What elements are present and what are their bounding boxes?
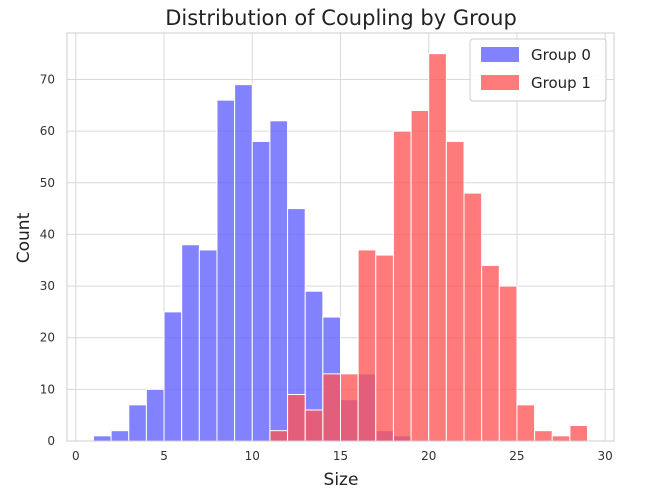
bar-group-0 [251, 140, 271, 442]
bar-group-0 [198, 249, 218, 442]
bar-group-0 [128, 404, 147, 442]
bar-group-1 [551, 435, 571, 442]
x-tick-label: 25 [509, 449, 524, 463]
bar-group-1 [357, 249, 377, 442]
legend-swatch-group-1 [481, 75, 519, 90]
bar-group-1 [304, 409, 324, 442]
y-tick-label: 60 [40, 124, 55, 138]
bar-group-1 [569, 425, 589, 442]
bar-group-1 [516, 404, 536, 442]
bar-group-1 [392, 130, 412, 442]
bar-group-0 [216, 99, 236, 442]
bar-group-1 [481, 264, 500, 442]
plot-area [66, 32, 615, 442]
x-tick-label: 10 [245, 449, 260, 463]
y-tick-label: 70 [40, 72, 55, 86]
bar-group-1 [375, 254, 394, 442]
y-tick-label: 0 [47, 434, 55, 448]
bar-group-0 [181, 244, 200, 442]
bar-group-1 [340, 373, 359, 442]
x-tick-label: 5 [160, 449, 168, 463]
y-tick-label: 50 [40, 176, 55, 190]
bar-group-1 [269, 430, 289, 442]
bar-group-1 [498, 285, 518, 442]
bar-group-0 [145, 388, 165, 442]
legend-label-group-0: Group 0 [531, 46, 591, 64]
bar-group-0 [163, 311, 183, 442]
y-tick-label: 20 [40, 331, 55, 345]
x-tick-label: 30 [598, 449, 613, 463]
bar-group-0 [234, 84, 253, 442]
bar-group-0 [110, 430, 130, 442]
plot-frame [66, 32, 615, 442]
bar-group-1 [445, 140, 465, 442]
legend: Group 0 Group 1 [469, 38, 607, 102]
bar-group-0 [269, 120, 289, 442]
bar-group-1 [287, 394, 306, 442]
x-axis-label: Size [324, 470, 359, 490]
bar-group-0 [92, 435, 112, 442]
y-tick-label: 40 [40, 227, 55, 241]
y-axis-ticks: 0 10 20 30 40 50 60 70 [40, 72, 55, 448]
bar-group-1 [463, 192, 483, 442]
bar-group-1 [428, 53, 447, 442]
x-tick-label: 20 [421, 449, 436, 463]
x-tick-label: 0 [72, 449, 80, 463]
chart-title: Distribution of Coupling by Group [165, 6, 517, 30]
legend-label-group-1: Group 1 [531, 74, 591, 92]
bar-group-1 [534, 430, 553, 442]
legend-swatch-group-0 [481, 47, 519, 62]
x-tick-label: 15 [333, 449, 348, 463]
bars [92, 53, 589, 442]
y-axis-label: Count [14, 212, 34, 263]
y-tick-label: 30 [40, 279, 55, 293]
bar-group-1 [322, 373, 341, 442]
y-tick-label: 10 [40, 382, 55, 396]
bar-group-1 [410, 109, 430, 442]
x-axis-ticks: 0 5 10 15 20 25 30 [72, 449, 613, 463]
